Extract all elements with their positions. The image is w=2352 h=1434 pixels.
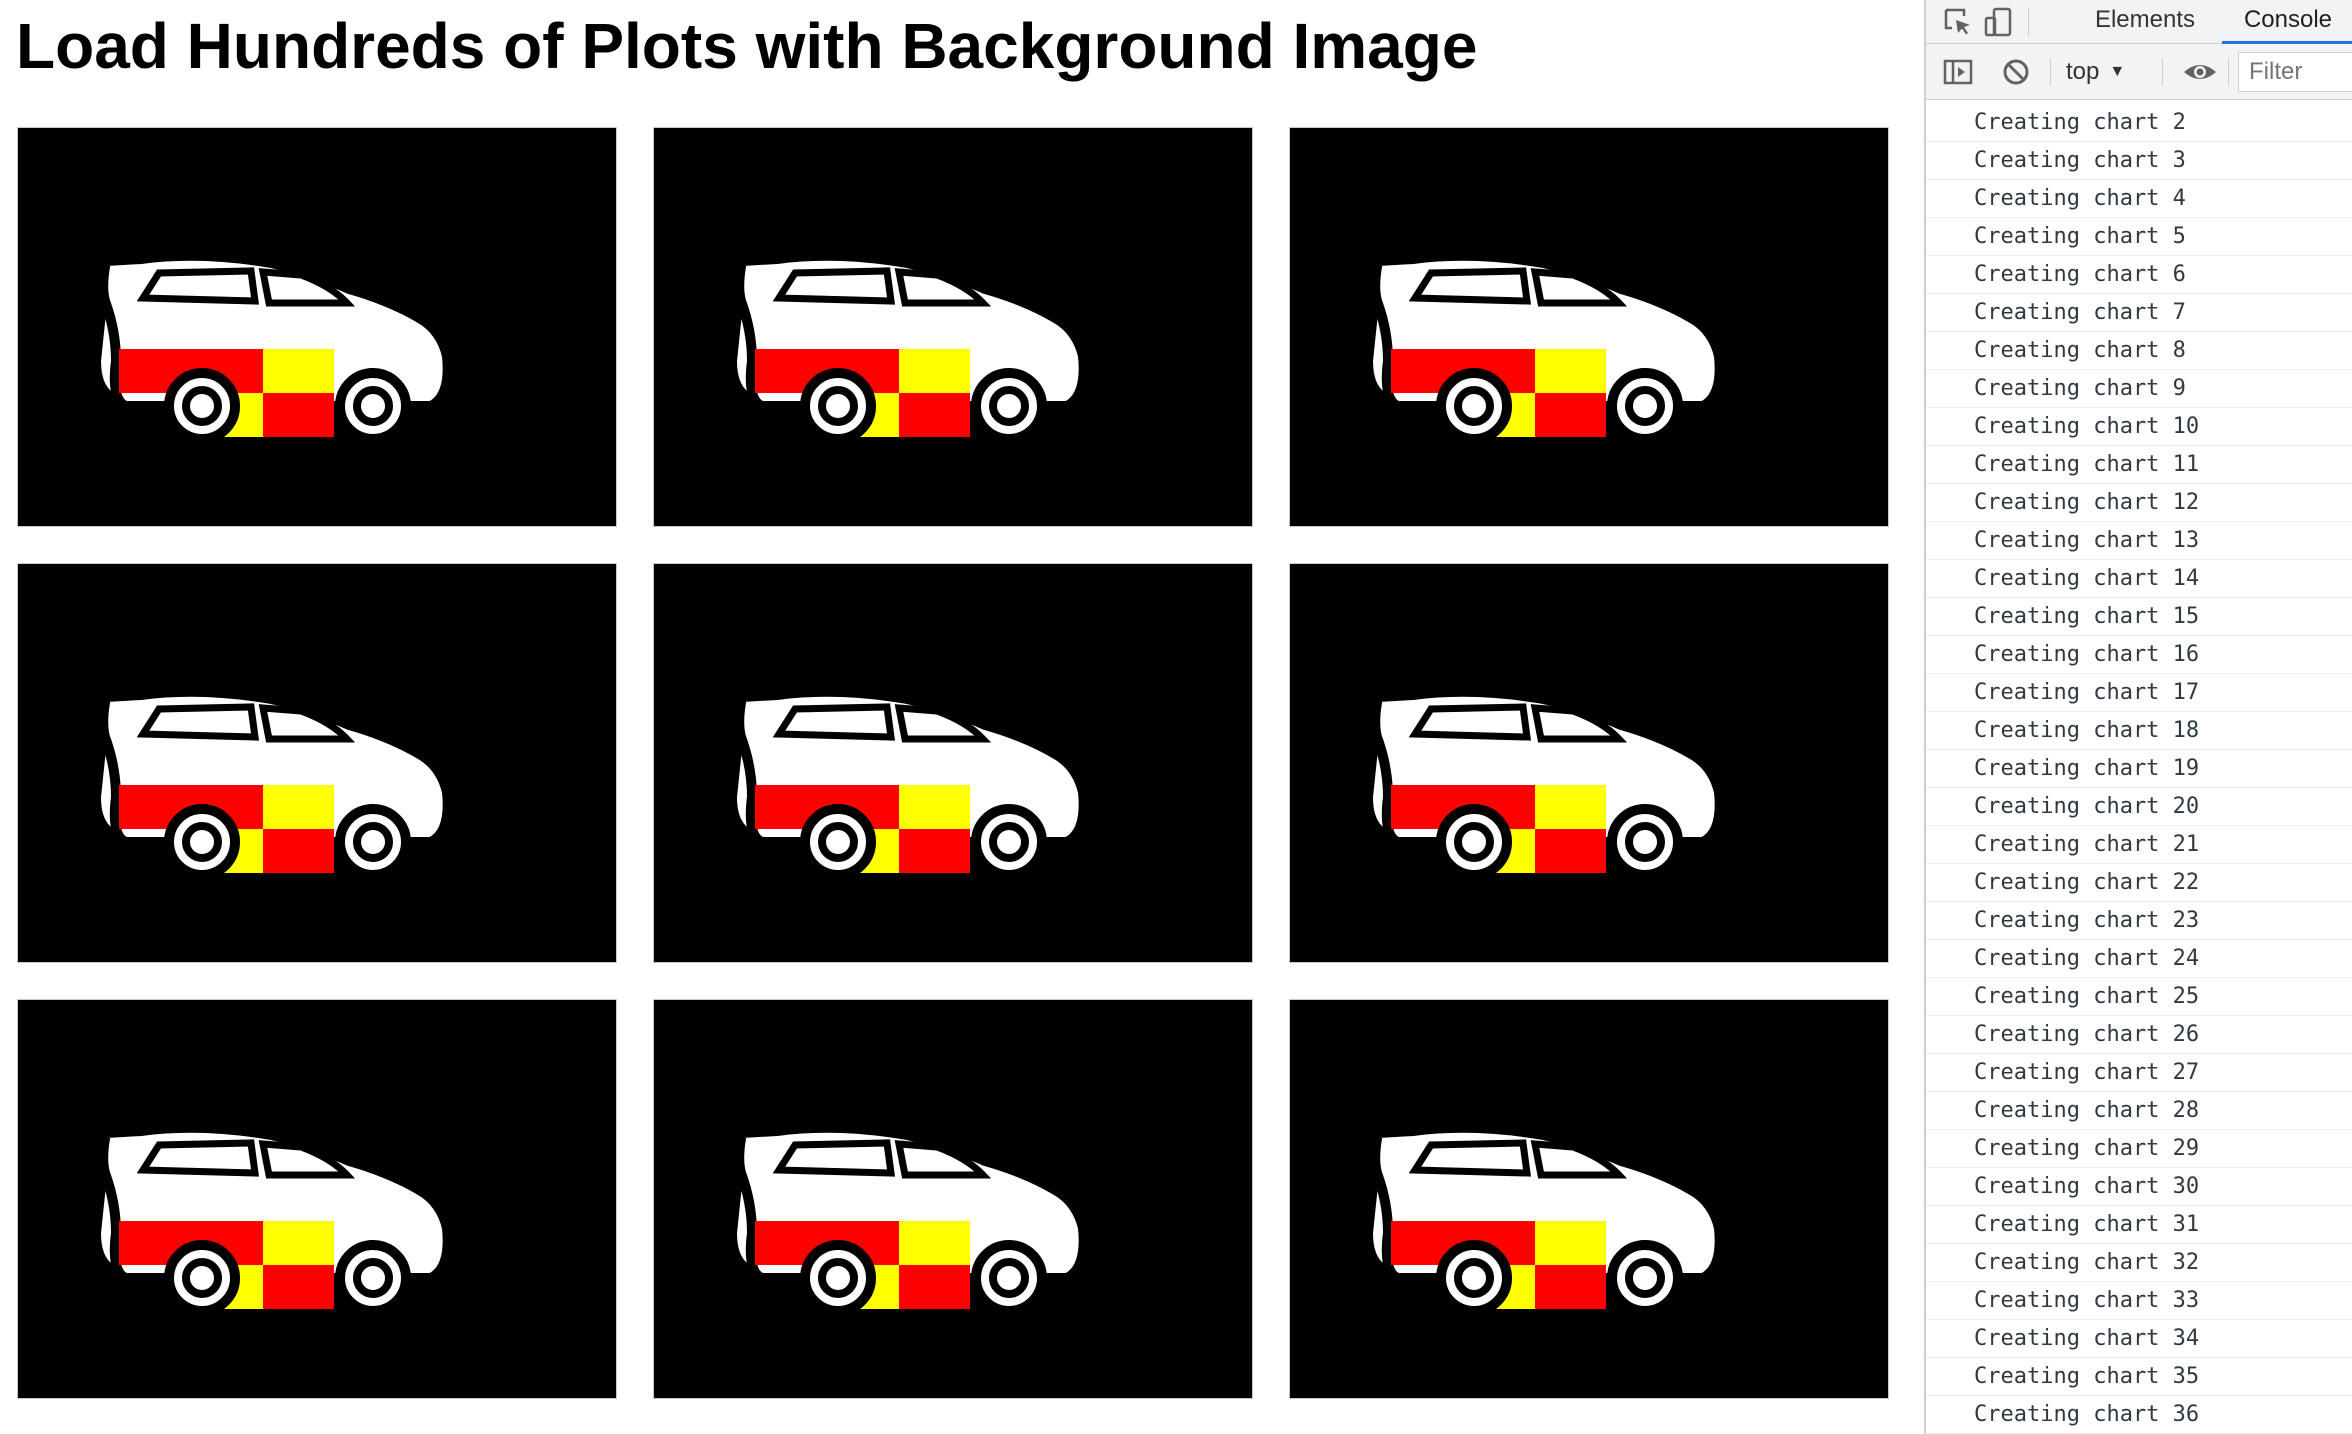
- console-message: Creating chart 22: [1926, 864, 2352, 902]
- chart-tile[interactable]: [17, 127, 617, 527]
- console-message: Creating chart 35: [1926, 1358, 2352, 1396]
- console-message: Creating chart 13: [1926, 522, 2352, 560]
- devtools-panel: Elements Console top ▼: [1924, 0, 2352, 1434]
- console-message: Creating chart 28: [1926, 1092, 2352, 1130]
- chart-tile[interactable]: [653, 127, 1253, 527]
- console-message: Creating chart 32: [1926, 1244, 2352, 1282]
- car-icon: [90, 1122, 453, 1316]
- context-selector[interactable]: top ▼: [2066, 56, 2125, 88]
- console-message: Creating chart 23: [1926, 902, 2352, 940]
- page-title: Load Hundreds of Plots with Background I…: [16, 10, 1478, 82]
- console-message: Creating chart 27: [1926, 1054, 2352, 1092]
- console-message: Creating chart 24: [1926, 940, 2352, 978]
- console-message: Creating chart 2: [1926, 104, 2352, 142]
- console-message: Creating chart 20: [1926, 788, 2352, 826]
- car-icon: [726, 250, 1089, 444]
- console-message: Creating chart 15: [1926, 598, 2352, 636]
- inspect-element-icon[interactable]: [1942, 6, 1974, 38]
- console-message: Creating chart 11: [1926, 446, 2352, 484]
- clear-console-icon[interactable]: [2000, 56, 2032, 88]
- car-icon: [1362, 1122, 1725, 1316]
- live-expression-eye-icon[interactable]: [2182, 56, 2216, 88]
- console-message: Creating chart 34: [1926, 1320, 2352, 1358]
- chart-tile[interactable]: [1289, 999, 1889, 1399]
- car-icon: [726, 1122, 1089, 1316]
- console-message: Creating chart 29: [1926, 1130, 2352, 1168]
- console-message: Creating chart 19: [1926, 750, 2352, 788]
- device-toolbar-icon[interactable]: [1982, 6, 2014, 38]
- console-message: Creating chart 6: [1926, 256, 2352, 294]
- console-message: Creating chart 16: [1926, 636, 2352, 674]
- tab-elements[interactable]: Elements: [2094, 6, 2196, 33]
- console-message: Creating chart 36: [1926, 1396, 2352, 1434]
- car-icon: [1362, 250, 1725, 444]
- console-message: Creating chart 30: [1926, 1168, 2352, 1206]
- console-message: Creating chart 7: [1926, 294, 2352, 332]
- console-message: Creating chart 17: [1926, 674, 2352, 712]
- console-message: Creating chart 31: [1926, 1206, 2352, 1244]
- console-message: Creating chart 9: [1926, 370, 2352, 408]
- chart-tile[interactable]: [1289, 127, 1889, 527]
- console-message: Creating chart 33: [1926, 1282, 2352, 1320]
- console-message: Creating chart 12: [1926, 484, 2352, 522]
- console-message: Creating chart 26: [1926, 1016, 2352, 1054]
- toolbar-divider: [2050, 58, 2051, 86]
- console-message: Creating chart 10: [1926, 408, 2352, 446]
- page: Load Hundreds of Plots with Background I…: [16, 10, 1891, 1401]
- console-message: Creating chart 21: [1926, 826, 2352, 864]
- toolbar-divider: [2162, 58, 2163, 86]
- car-icon: [90, 250, 453, 444]
- console-message: Creating chart 18: [1926, 712, 2352, 750]
- chart-grid: [17, 127, 1891, 1401]
- console-message: Creating chart 4: [1926, 180, 2352, 218]
- console-toolbar: top ▼: [1926, 44, 2352, 100]
- console-message: Creating chart 8: [1926, 332, 2352, 370]
- toolbar-divider: [2228, 58, 2229, 86]
- console-message: Creating chart 14: [1926, 560, 2352, 598]
- console-message: Creating chart 5: [1926, 218, 2352, 256]
- chart-tile[interactable]: [1289, 563, 1889, 963]
- chart-tile[interactable]: [17, 999, 617, 1399]
- car-icon: [90, 686, 453, 880]
- car-icon: [1362, 686, 1725, 880]
- car-icon: [726, 686, 1089, 880]
- tab-console[interactable]: Console: [2222, 0, 2352, 44]
- console-message: Creating chart 3: [1926, 142, 2352, 180]
- dropdown-arrow-icon: ▼: [2109, 63, 2126, 80]
- chart-tile[interactable]: [653, 563, 1253, 963]
- console-filter-input[interactable]: [2238, 52, 2352, 92]
- devtools-tabbar: Elements Console: [1926, 0, 2352, 44]
- show-sidebar-icon[interactable]: [1942, 56, 1974, 88]
- chart-tile[interactable]: [17, 563, 617, 963]
- console-output: Creating chart 2 Creating chart 3 Creating…: [1926, 104, 2352, 1434]
- context-selector-value: top: [2066, 58, 2100, 85]
- chart-tile[interactable]: [653, 999, 1253, 1399]
- toolbar-divider: [2028, 8, 2029, 36]
- console-message: Creating chart 25: [1926, 978, 2352, 1016]
